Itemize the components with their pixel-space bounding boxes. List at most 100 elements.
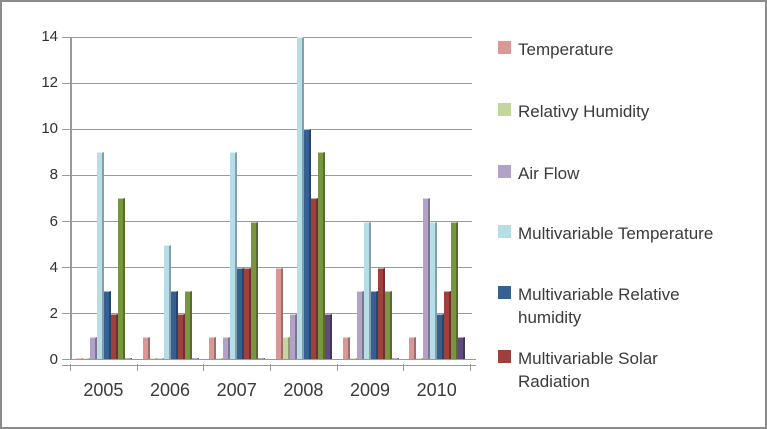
bar-relativy-humidity-2008 — [283, 337, 290, 360]
bar-multivariable-solar-radiation-2007 — [244, 268, 252, 360]
bar-air-flow-2009 — [356, 291, 364, 360]
bar-group-2005 — [72, 37, 139, 360]
bar-group-2010 — [405, 37, 472, 360]
y-axis-tick-label: 4 — [49, 258, 58, 276]
bar-multivariable-solar-radiation-2006 — [177, 314, 185, 360]
gridline — [72, 82, 472, 84]
y-axis-tick-label: 2 — [49, 304, 58, 322]
bar-air-flow-2010 — [423, 198, 431, 360]
gridline — [72, 174, 472, 176]
legend-swatch-air-flow — [498, 165, 511, 178]
legend-label: Multivariable Temperature — [518, 224, 714, 243]
y-axis-tick — [62, 267, 71, 269]
x-axis-tick — [270, 364, 271, 371]
x-axis-label-2006: 2006 — [149, 380, 191, 400]
x-axis-floor — [62, 359, 476, 366]
gridline — [72, 36, 472, 38]
legend-swatch-multivariable-solar-radiation — [498, 350, 511, 363]
y-axis-tick-label: 0 — [49, 351, 58, 368]
bar-air-flow-2008 — [290, 314, 297, 360]
legend-item-air-flow: Air Flow — [498, 162, 579, 185]
bar-multivariable-relative-humidity-2008 — [304, 129, 311, 360]
bar-unlabeled-olive-series-2007 — [251, 222, 259, 360]
bar-group-2007 — [205, 37, 272, 360]
bar-unlabeled-purple-series-2008 — [325, 314, 332, 360]
y-axis-tick — [62, 174, 71, 176]
x-axis-label-2010: 2010 — [416, 380, 457, 400]
y-axis-tick — [62, 36, 71, 38]
bar-group-2009 — [339, 37, 406, 360]
x-axis-label-2008: 2008 — [283, 380, 324, 400]
bar-multivariable-relative-humidity-2006 — [170, 291, 178, 360]
bar-unlabeled-olive-series-2009 — [384, 291, 392, 360]
y-axis-tick-label: 8 — [49, 166, 58, 184]
legend-label: Temperature — [518, 40, 614, 59]
gridline — [72, 128, 472, 130]
legend-label: Multivariable Solar Radiation — [518, 349, 658, 392]
x-axis-tick — [336, 364, 338, 371]
legend-swatch-temperature — [498, 41, 511, 54]
gridline — [72, 221, 472, 223]
legend-swatch-multivariable-relative-humidity — [498, 286, 511, 299]
legend-swatch-multivariable-temperature — [498, 225, 511, 238]
bar-multivariable-solar-radiation-2008 — [311, 198, 318, 360]
x-axis-label-2005: 2005 — [83, 380, 124, 400]
bar-unlabeled-purple-series-2010 — [458, 337, 466, 360]
bar-multivariable-temperature-2007 — [230, 152, 238, 360]
bar-multivariable-temperature-2005 — [97, 152, 104, 360]
bar-multivariable-relative-humidity-2010 — [437, 314, 445, 360]
bar-temperature-2010 — [409, 337, 417, 360]
y-axis-tick — [62, 128, 71, 130]
x-axis-tick — [136, 364, 138, 371]
x-axis-label-2009: 2009 — [350, 380, 391, 400]
legend-label: Multivariable Relative humidity — [518, 285, 680, 328]
legend-item-multivariable-temperature: Multivariable Temperature — [498, 222, 713, 245]
bar-multivariable-relative-humidity-2009 — [370, 291, 378, 360]
gridline — [72, 313, 472, 315]
y-axis-tick — [62, 313, 71, 315]
legend-label: Air Flow — [518, 164, 580, 183]
legend-item-multivariable-relative-humidity: Multivariable Relative humidity — [498, 283, 713, 330]
bar-multivariable-temperature-2008 — [297, 37, 304, 360]
y-axis-tick-label: 14 — [41, 28, 58, 45]
bar-multivariable-relative-humidity-2005 — [104, 291, 111, 360]
bar-temperature-2008 — [276, 268, 283, 360]
bar-multivariable-temperature-2010 — [430, 222, 438, 360]
x-axis-labels: 2005 2006 2007 2008 2009 2010 — [70, 380, 470, 401]
bar-air-flow-2005 — [90, 337, 97, 360]
bar-temperature-2009 — [342, 337, 350, 360]
y-axis-tick — [62, 82, 71, 84]
bar-group-2008 — [272, 37, 339, 360]
bar-unlabeled-olive-series-2010 — [451, 222, 459, 360]
bar-multivariable-relative-humidity-2007 — [237, 268, 245, 360]
legend-item-multivariable-solar-radiation: Multivariable Solar Radiation — [498, 347, 713, 394]
legend-swatch-relativy-humidity — [498, 103, 511, 116]
y-axis-tick — [62, 221, 71, 223]
bar-unlabeled-olive-series-2008 — [318, 152, 325, 360]
y-axis-tick-label: 6 — [49, 212, 58, 230]
legend-item-temperature: Temperature — [498, 38, 613, 61]
bar-multivariable-solar-radiation-2010 — [444, 291, 452, 360]
bar-unlabeled-olive-series-2005 — [118, 198, 125, 360]
x-axis-tick — [403, 364, 405, 371]
bar-multivariable-temperature-2006 — [163, 245, 171, 360]
x-axis-tick — [470, 364, 471, 371]
bar-temperature-2007 — [209, 337, 217, 360]
x-axis-tick — [70, 364, 71, 371]
gridline — [72, 267, 472, 269]
bar-unlabeled-olive-series-2006 — [184, 291, 192, 360]
legend-item-relativy-humidity: Relativy Humidity — [498, 100, 649, 123]
legend-label: Relativy Humidity — [518, 102, 650, 121]
y-axis-tick-label: 10 — [41, 120, 58, 138]
x-axis-label-2007: 2007 — [216, 380, 257, 400]
bar-multivariable-temperature-2009 — [363, 222, 371, 360]
bar-multivariable-solar-radiation-2009 — [377, 268, 385, 360]
bar-multivariable-solar-radiation-2005 — [111, 314, 118, 360]
bar-temperature-2006 — [142, 337, 150, 360]
x-axis-tick — [203, 364, 205, 371]
bar-group-2006 — [139, 37, 206, 360]
y-axis-tick-label: 12 — [41, 74, 58, 92]
bar-air-flow-2007 — [223, 337, 231, 360]
plot-area — [62, 36, 472, 361]
